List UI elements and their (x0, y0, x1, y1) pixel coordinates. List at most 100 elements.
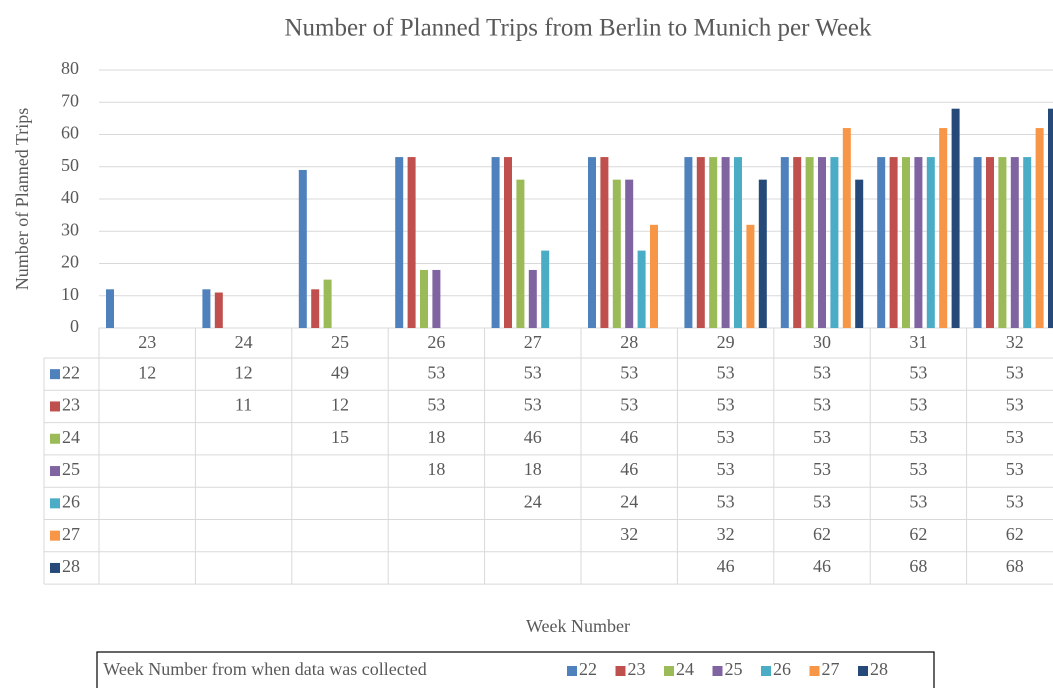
bar (696, 157, 705, 328)
table-series-name: 28 (62, 556, 80, 576)
bar (746, 224, 755, 328)
bar (709, 157, 718, 328)
bar (528, 269, 537, 328)
legend-label: 28 (870, 659, 888, 679)
data-label: 62 (909, 524, 927, 544)
legend-label: 24 (676, 659, 694, 679)
bar (612, 179, 621, 328)
legend-box (96, 651, 935, 688)
bar (202, 289, 211, 328)
table-legend-swatch (50, 498, 60, 509)
table-series-name: 23 (62, 395, 80, 415)
table-series-name: 22 (62, 362, 80, 382)
bar (214, 292, 223, 328)
data-label: 46 (620, 427, 638, 447)
x-tick-label: 26 (427, 332, 445, 352)
legend-swatch (809, 666, 820, 676)
y-tick-label: 20 (61, 252, 79, 272)
bar (805, 157, 814, 328)
data-label: 53 (909, 427, 927, 447)
bar (600, 157, 609, 328)
data-label: 53 (813, 395, 831, 415)
data-label: 12 (138, 362, 156, 382)
data-label: 53 (717, 427, 735, 447)
data-label: 46 (620, 459, 638, 479)
data-label: 53 (717, 395, 735, 415)
data-label: 32 (717, 524, 735, 544)
data-label: 53 (1006, 459, 1024, 479)
y-tick-label: 80 (61, 58, 79, 78)
y-tick-label: 70 (61, 90, 79, 110)
bar (1048, 108, 1053, 328)
bar (491, 157, 500, 328)
data-label: 53 (620, 395, 638, 415)
data-label: 53 (1006, 491, 1024, 511)
data-label: 46 (524, 427, 542, 447)
y-tick-label: 10 (61, 284, 79, 304)
data-label: 18 (427, 427, 445, 447)
data-label: 11 (235, 395, 252, 415)
bar (939, 128, 948, 328)
bar (1010, 157, 1019, 328)
legend-swatch (567, 666, 577, 676)
data-label: 18 (427, 459, 445, 479)
legend-swatch (615, 666, 626, 676)
data-label: 53 (717, 362, 735, 382)
bar (914, 157, 923, 328)
data-label: 53 (1006, 362, 1024, 382)
bar (889, 157, 898, 328)
data-label: 12 (235, 362, 253, 382)
y-tick-label: 50 (61, 155, 79, 175)
data-label: 46 (813, 556, 831, 576)
table-series-name: 24 (62, 427, 80, 447)
bar (818, 157, 826, 328)
data-label: 53 (717, 491, 735, 511)
bar (973, 157, 982, 328)
bar (684, 157, 693, 328)
x-tick-label: 30 (813, 332, 831, 352)
data-label: 53 (427, 395, 445, 415)
bar (637, 250, 646, 328)
data-label: 62 (813, 524, 831, 544)
data-label: 53 (620, 362, 638, 382)
table-legend-swatch (50, 530, 60, 541)
x-tick-label: 28 (620, 332, 638, 352)
data-label: 53 (1006, 395, 1024, 415)
data-label: 24 (524, 491, 542, 511)
legend-label: 25 (725, 659, 743, 679)
data-label: 12 (331, 395, 349, 415)
legend-swatch (664, 666, 674, 676)
table-legend-swatch (50, 562, 60, 573)
table-series-name: 26 (62, 491, 80, 511)
bar (1035, 128, 1044, 328)
chart-title: Number of Planned Trips from Berlin to M… (284, 15, 872, 42)
data-label: 53 (813, 427, 831, 447)
data-label: 24 (620, 491, 638, 511)
bar (541, 250, 550, 328)
bar (758, 179, 767, 328)
data-label: 53 (909, 491, 927, 511)
legend-label: 22 (579, 659, 597, 679)
bar (106, 289, 114, 328)
data-label: 46 (717, 556, 735, 576)
data-label: 53 (813, 459, 831, 479)
legend-swatch (858, 666, 868, 676)
data-label: 53 (717, 459, 735, 479)
bar (516, 179, 525, 328)
bar (721, 157, 730, 328)
x-tick-label: 32 (1006, 332, 1024, 352)
bar (734, 157, 742, 328)
legend-swatch (712, 666, 723, 676)
legend-title: Week Number from when data was collected (103, 659, 426, 679)
bar (420, 269, 428, 328)
bar (1023, 157, 1032, 328)
bar (395, 157, 404, 328)
bar (504, 157, 512, 328)
bar (842, 128, 851, 328)
legend-label: 27 (822, 659, 840, 679)
data-label: 68 (909, 556, 927, 576)
data-label: 53 (813, 491, 831, 511)
data-label: 53 (1006, 427, 1024, 447)
y-axis-label: Number of Planned Trips (12, 108, 32, 291)
